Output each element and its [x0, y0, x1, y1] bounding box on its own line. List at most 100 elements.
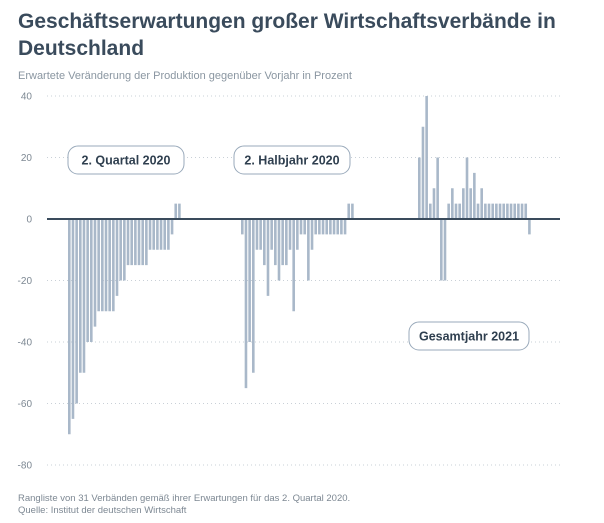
bar: [101, 219, 104, 312]
bar: [170, 219, 174, 235]
bar: [421, 126, 425, 219]
bar: [90, 219, 93, 342]
bar: [429, 203, 432, 220]
bar: [321, 219, 325, 235]
bar: [252, 219, 255, 373]
bar: [79, 219, 82, 373]
bar: [318, 219, 321, 235]
y-tick-label: -20: [18, 276, 33, 287]
period-label: 2. Halbjahr 2020: [233, 145, 351, 175]
bar: [310, 219, 314, 250]
bar: [152, 219, 156, 250]
bar: [255, 219, 259, 250]
bar: [130, 219, 133, 266]
bar: [123, 219, 126, 281]
bar: [476, 203, 480, 220]
bar: [495, 203, 498, 220]
bar: [484, 203, 487, 220]
footnote: Rangliste von 31 Verbänden gemäß ihrer E…: [18, 493, 350, 517]
bar: [86, 219, 89, 342]
bar: [443, 219, 447, 281]
chart-title: Geschäftserwartungen großer Wirtschaftsv…: [18, 10, 556, 60]
bar: [314, 219, 317, 235]
bar: [509, 203, 513, 220]
bar: [174, 203, 178, 220]
bar: [498, 203, 502, 220]
bar: [299, 219, 303, 235]
bar: [351, 203, 354, 220]
bars-layer: [68, 96, 531, 435]
bar: [104, 219, 108, 312]
bar: [244, 219, 248, 389]
bar: [458, 203, 461, 220]
bar: [259, 219, 262, 250]
bar: [75, 219, 78, 404]
bar: [502, 203, 506, 220]
bar: [440, 219, 443, 281]
y-tick-label: 0: [26, 215, 32, 226]
bar: [329, 219, 332, 235]
bar: [303, 219, 306, 235]
y-tick-label: -40: [18, 338, 33, 349]
bar: [528, 219, 531, 235]
chart-subtitle: Erwartete Veränderung der Produktion geg…: [18, 70, 352, 82]
bar: [112, 219, 115, 312]
period-label-text: 2. Halbjahr 2020: [244, 154, 339, 168]
bar: [513, 203, 517, 220]
bar: [93, 219, 97, 327]
bar: [343, 219, 347, 235]
bar: [432, 188, 436, 219]
bar: [451, 188, 454, 219]
bar: [296, 219, 299, 250]
bar: [68, 219, 71, 435]
bar: [137, 219, 141, 266]
footnote-source: Quelle: Institut der deutschen Wirtschaf…: [18, 505, 187, 516]
bar: [248, 219, 251, 342]
bar: [270, 219, 273, 250]
bar: [281, 219, 284, 266]
bar: [159, 219, 163, 250]
bar: [491, 203, 494, 220]
bar: [447, 203, 450, 220]
bar: [347, 203, 351, 220]
bar: [469, 188, 472, 219]
bar: [292, 219, 295, 312]
y-tick-label: -80: [18, 461, 33, 472]
bar: [436, 157, 439, 219]
bar: [520, 203, 524, 220]
y-tick-label: 40: [21, 92, 33, 103]
bar: [524, 203, 528, 220]
bar: [148, 219, 152, 250]
bar: [145, 219, 148, 266]
y-tick-label: -60: [18, 399, 33, 410]
bar: [340, 219, 343, 235]
labels-layer: 2. Quartal 2020 2. Halbjahr 2020 Gesamtjah…: [67, 145, 530, 351]
bar: [126, 219, 130, 266]
bar: [119, 219, 122, 281]
bar: [134, 219, 137, 266]
bar: [517, 203, 520, 220]
period-label-text: 2. Quartal 2020: [82, 154, 171, 168]
bar: [462, 188, 465, 219]
period-label: Gesamtjahr 2021: [408, 321, 530, 351]
bar: [325, 219, 329, 235]
bar: [97, 219, 100, 312]
bar: [506, 203, 509, 220]
footnote-note: Rangliste von 31 Verbänden gemäß ihrer E…: [18, 493, 351, 504]
bar: [108, 219, 111, 312]
bar: [285, 219, 288, 266]
bar: [156, 219, 159, 250]
bar: [263, 219, 266, 266]
bar: [288, 219, 292, 250]
y-tick-label: 20: [21, 153, 33, 164]
bar: [71, 219, 75, 419]
bar: [277, 219, 281, 281]
bar: [167, 219, 170, 250]
bar: [82, 219, 86, 373]
bar: [178, 203, 181, 220]
bar: [266, 219, 270, 296]
bar: [465, 157, 469, 219]
bar: [332, 219, 336, 235]
bar: [487, 203, 491, 220]
bar: [274, 219, 277, 266]
